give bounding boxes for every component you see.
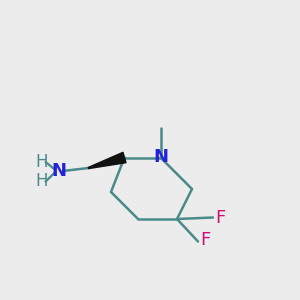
Text: F: F — [215, 209, 226, 227]
Text: N: N — [153, 148, 168, 166]
Text: F: F — [200, 231, 211, 249]
Text: H: H — [36, 172, 48, 190]
Text: H: H — [36, 153, 48, 171]
Polygon shape — [88, 152, 126, 169]
Text: N: N — [51, 162, 66, 180]
